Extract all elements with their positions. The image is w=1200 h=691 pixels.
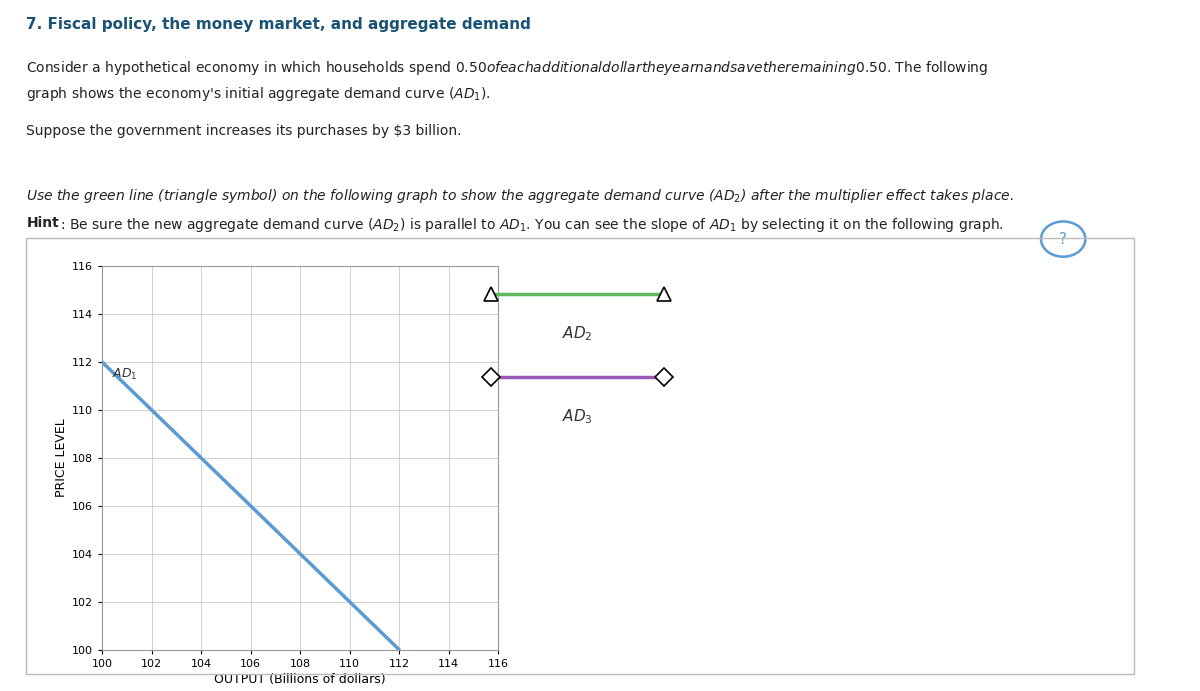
Text: : Be sure the new aggregate demand curve ($\mathit{AD}_2$) is parallel to $\math: : Be sure the new aggregate demand curve… <box>60 216 1003 234</box>
Text: Use the green line (triangle symbol) on the following graph to show the aggregat: Use the green line (triangle symbol) on … <box>26 187 1014 205</box>
Text: graph shows the economy's initial aggregate demand curve ($\mathit{AD}_1$).: graph shows the economy's initial aggreg… <box>26 85 491 103</box>
X-axis label: OUTPUT (Billions of dollars): OUTPUT (Billions of dollars) <box>214 673 386 685</box>
Text: ?: ? <box>1060 231 1067 247</box>
Text: $\mathit{AD}_1$: $\mathit{AD}_1$ <box>112 367 138 382</box>
Text: 7. Fiscal policy, the money market, and aggregate demand: 7. Fiscal policy, the money market, and … <box>26 17 532 32</box>
Text: Consider a hypothetical economy in which households spend $0.50 of each addition: Consider a hypothetical economy in which… <box>26 59 989 77</box>
Text: $\mathit{AD}_2$: $\mathit{AD}_2$ <box>562 325 593 343</box>
Y-axis label: PRICE LEVEL: PRICE LEVEL <box>55 419 67 497</box>
Text: $\mathit{AD}_3$: $\mathit{AD}_3$ <box>562 408 593 426</box>
Text: Hint: Hint <box>26 216 59 229</box>
Text: Suppose the government increases its purchases by $3 billion.: Suppose the government increases its pur… <box>26 124 462 138</box>
